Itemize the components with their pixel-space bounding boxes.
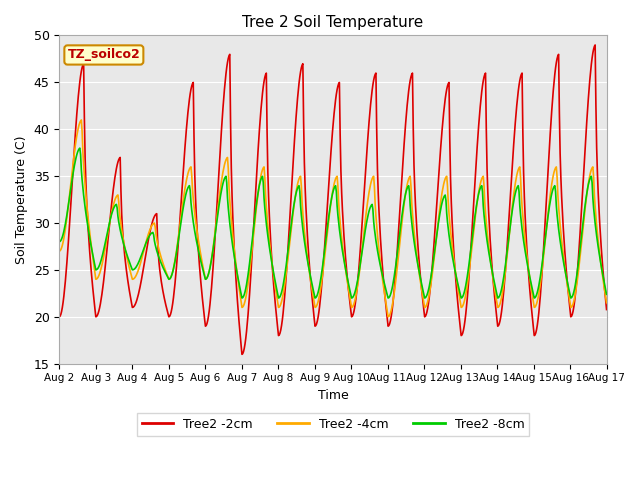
Tree2 -8cm <box>178 214 186 219</box>
Tree2 -8cm <box>603 291 611 297</box>
Tree2 -2cm <box>400 142 408 147</box>
Tree2 -2cm <box>56 314 63 320</box>
Tree2 -2cm <box>206 301 214 307</box>
Tree2 -4cm <box>56 248 63 254</box>
Line: Tree2 -4cm: Tree2 -4cm <box>60 120 607 317</box>
Tree2 -8cm <box>238 295 246 301</box>
Tree2 -2cm <box>591 42 599 48</box>
Tree2 -4cm <box>603 300 611 306</box>
Tree2 -4cm <box>178 207 186 213</box>
Tree2 -2cm <box>238 351 246 357</box>
Tree2 -4cm <box>77 117 85 123</box>
Text: TZ_soilco2: TZ_soilco2 <box>67 48 140 61</box>
Tree2 -2cm <box>122 260 129 265</box>
Tree2 -8cm <box>417 277 425 283</box>
Tree2 -8cm <box>122 250 130 255</box>
Tree2 -4cm <box>384 314 392 320</box>
Tree2 -8cm <box>207 261 214 267</box>
Tree2 -2cm <box>416 270 424 276</box>
Tree2 -2cm <box>177 200 185 206</box>
Tree2 -8cm <box>56 239 63 245</box>
Tree2 -4cm <box>122 252 130 257</box>
Legend: Tree2 -2cm, Tree2 -4cm, Tree2 -8cm: Tree2 -2cm, Tree2 -4cm, Tree2 -8cm <box>136 413 529 436</box>
Tree2 -2cm <box>603 307 611 312</box>
X-axis label: Time: Time <box>317 389 348 402</box>
Tree2 -8cm <box>65 197 73 203</box>
Tree2 -2cm <box>65 227 73 233</box>
Line: Tree2 -2cm: Tree2 -2cm <box>60 45 607 354</box>
Tree2 -4cm <box>65 195 73 201</box>
Tree2 -4cm <box>417 282 425 288</box>
Title: Tree 2 Soil Temperature: Tree 2 Soil Temperature <box>243 15 424 30</box>
Tree2 -8cm <box>401 194 409 200</box>
Tree2 -4cm <box>401 195 409 201</box>
Line: Tree2 -8cm: Tree2 -8cm <box>60 148 607 298</box>
Tree2 -8cm <box>76 145 84 151</box>
Y-axis label: Soil Temperature (C): Soil Temperature (C) <box>15 135 28 264</box>
Tree2 -4cm <box>207 261 214 266</box>
